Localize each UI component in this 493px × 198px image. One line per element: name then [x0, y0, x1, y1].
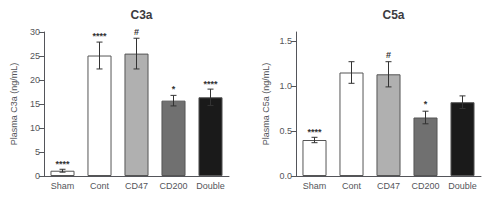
svg-text:25: 25 — [30, 51, 40, 61]
svg-text:Plasma C3a (ng/mL): Plasma C3a (ng/mL) — [9, 63, 19, 146]
svg-text:Plasma C5a (ng/mL): Plasma C5a (ng/mL) — [261, 63, 271, 146]
svg-text:*: * — [172, 84, 176, 94]
svg-text:Double: Double — [448, 181, 477, 191]
svg-text:****: **** — [92, 31, 107, 41]
svg-text:Sham: Sham — [303, 181, 327, 191]
svg-text:Cont: Cont — [342, 181, 362, 191]
svg-text:Cont: Cont — [90, 181, 110, 191]
svg-text:1.0: 1.0 — [279, 81, 292, 91]
svg-text:0: 0 — [35, 171, 40, 181]
svg-text:Double: Double — [196, 181, 225, 191]
svg-text:****: **** — [203, 79, 218, 89]
svg-text:CD200: CD200 — [411, 181, 439, 191]
svg-text:CD47: CD47 — [125, 181, 148, 191]
svg-text:Sham: Sham — [51, 181, 75, 191]
svg-text:C3a: C3a — [130, 8, 152, 22]
svg-text:15: 15 — [30, 99, 40, 109]
svg-text:#: # — [134, 27, 139, 37]
svg-text:10: 10 — [30, 123, 40, 133]
svg-text:5: 5 — [35, 147, 40, 157]
svg-text:#: # — [386, 50, 391, 60]
svg-text:****: **** — [55, 159, 70, 169]
svg-text:****: **** — [307, 127, 322, 137]
svg-text:CD47: CD47 — [377, 181, 400, 191]
svg-text:20: 20 — [30, 75, 40, 85]
svg-text:30: 30 — [30, 27, 40, 37]
svg-text:0.5: 0.5 — [279, 126, 292, 136]
svg-text:C5a: C5a — [382, 8, 404, 22]
svg-text:CD200: CD200 — [159, 181, 187, 191]
svg-text:0.0: 0.0 — [279, 171, 292, 181]
svg-text:1.5: 1.5 — [279, 36, 292, 46]
svg-text:*: * — [424, 99, 428, 109]
